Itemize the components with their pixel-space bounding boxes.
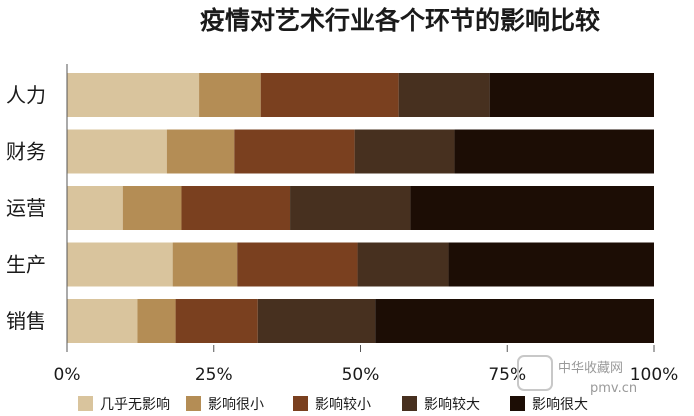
watermark-url: pmv.cn xyxy=(590,381,637,396)
x-tick-label: 100% xyxy=(630,365,679,385)
bar-segment xyxy=(410,186,654,230)
bar-segment xyxy=(166,129,235,174)
bar-segment xyxy=(199,73,261,117)
bar-segment xyxy=(67,129,167,174)
category-label: 生产 xyxy=(6,253,46,277)
legend-label: 几乎无影响 xyxy=(100,397,170,413)
bar-segment xyxy=(137,299,176,343)
legend-label: 影响很小 xyxy=(208,397,264,413)
bar-segment xyxy=(489,73,654,117)
bar-segment xyxy=(398,73,490,117)
legend-swatch xyxy=(78,396,93,411)
bar-segment xyxy=(257,299,376,343)
bar-segment xyxy=(181,186,291,230)
bar-segment xyxy=(237,242,358,287)
legend-swatch xyxy=(510,396,525,411)
bar-segment xyxy=(234,129,355,174)
x-tick-label: 0% xyxy=(54,365,81,385)
bar-segment xyxy=(175,299,258,343)
legend-swatch xyxy=(186,396,201,411)
legend-label: 影响较小 xyxy=(315,397,371,413)
chart-title: 疫情对艺术行业各个环节的影响比较 xyxy=(200,6,600,35)
bar-segment xyxy=(448,242,654,287)
legend-swatch xyxy=(402,396,417,411)
category-label: 销售 xyxy=(6,309,46,333)
legend-label: 影响较大 xyxy=(424,397,480,413)
category-label: 财务 xyxy=(6,140,46,164)
bar-segment xyxy=(375,299,654,343)
watermark-logo-icon xyxy=(517,355,553,391)
watermark-text: 中华收藏网 xyxy=(558,361,623,376)
bar-segment xyxy=(354,129,455,174)
bar-segment xyxy=(67,186,123,230)
category-label: 运营 xyxy=(6,196,46,220)
legend-label: 影响很大 xyxy=(532,397,588,413)
x-tick-label: 25% xyxy=(195,365,233,385)
watermark: 中华收藏网 pmv.cn xyxy=(517,355,637,396)
x-tick-label: 50% xyxy=(342,365,380,385)
x-axis: 0% 25% 50% 75% 100% xyxy=(54,64,679,385)
bar-segment xyxy=(290,186,411,230)
x-tick-label: 75% xyxy=(488,365,526,385)
bar-segment xyxy=(357,242,449,287)
bar-segment xyxy=(67,299,138,343)
bar-segment xyxy=(260,73,399,117)
legend: 几乎无影响 影响很小 影响较小 影响较大 影响很大 xyxy=(78,396,588,413)
legend-swatch xyxy=(293,396,308,411)
bar-segment xyxy=(67,73,200,117)
bar-segment xyxy=(172,242,238,287)
bar-segment xyxy=(67,242,173,287)
category-label: 人力 xyxy=(6,83,46,107)
bar-segment xyxy=(122,186,182,230)
bar-segment xyxy=(454,129,654,174)
